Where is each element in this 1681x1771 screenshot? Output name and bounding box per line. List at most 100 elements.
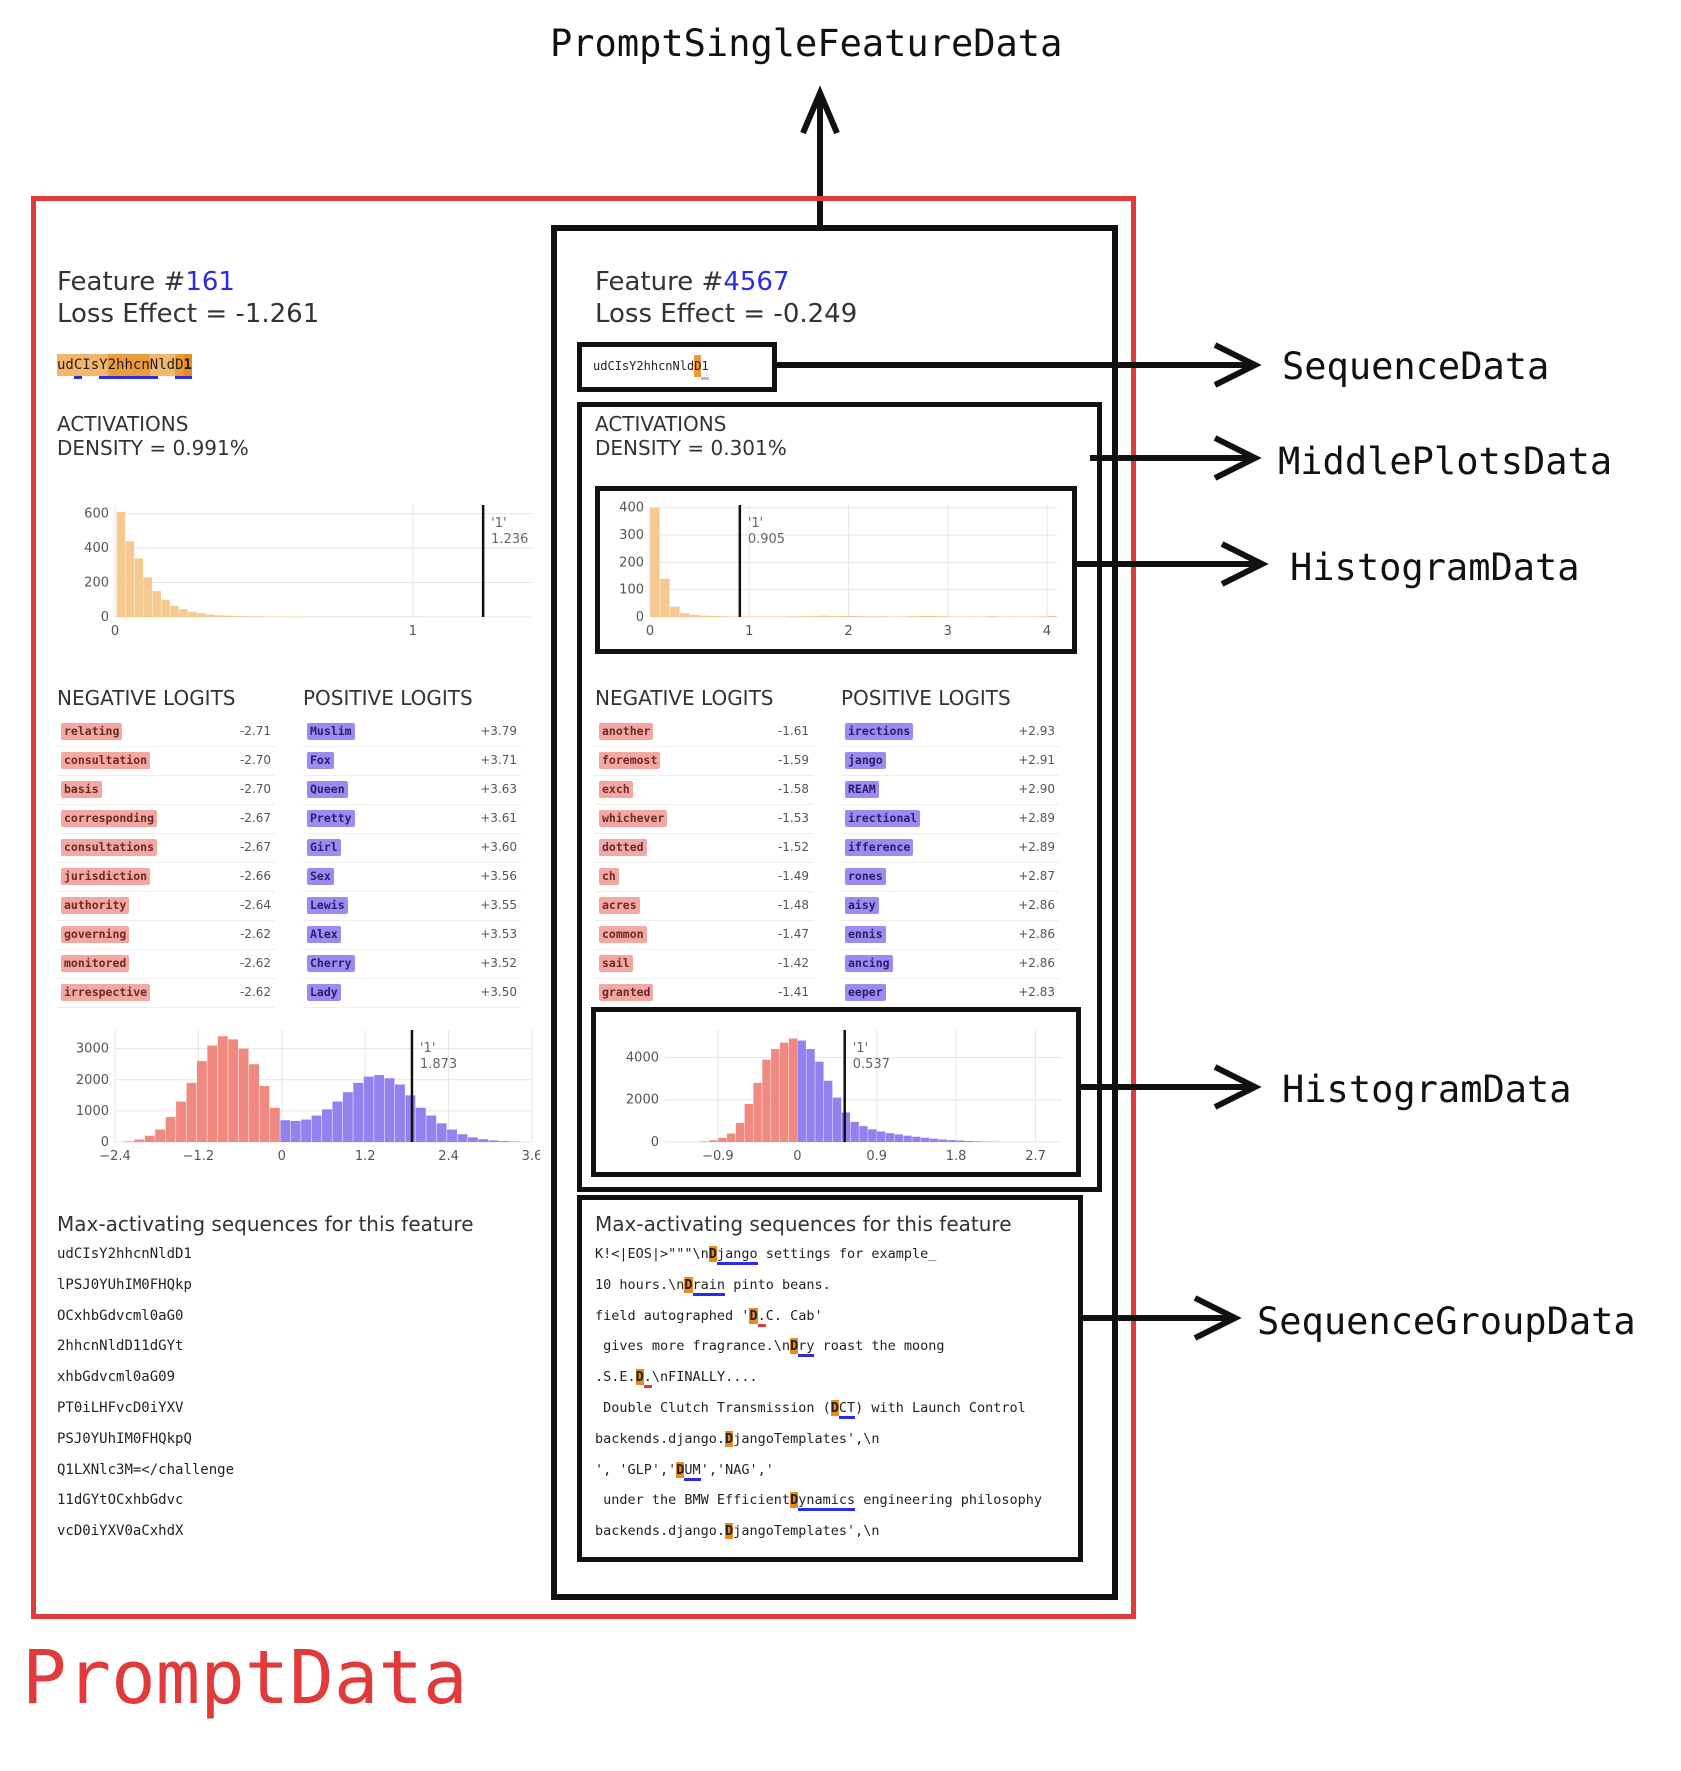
prompt-token[interactable]: l — [158, 354, 167, 376]
prompt-token[interactable]: cn — [658, 359, 673, 373]
logit-token[interactable]: Muslim — [307, 723, 355, 740]
logit-token[interactable]: Cherry — [307, 955, 355, 972]
logit-token[interactable]: another — [599, 723, 654, 740]
right-feature-number[interactable]: 4567 — [723, 267, 790, 297]
seq-active-token[interactable]: D — [708, 1246, 717, 1262]
logit-token[interactable]: consultations — [61, 839, 158, 856]
max-seq-row[interactable]: 11dGYtOCxhbGdvc — [57, 1489, 183, 1511]
max-seq-row[interactable]: field autographed 'D.C. Cab' — [595, 1305, 823, 1327]
logit-token[interactable]: ancing — [845, 955, 893, 972]
max-seq-row[interactable]: 10 hours.\nDrain pinto beans. — [595, 1274, 831, 1296]
logit-token[interactable]: REAM — [845, 781, 879, 798]
prompt-token[interactable]: ud — [593, 359, 608, 373]
prompt-token[interactable]: l — [679, 359, 687, 373]
logit-token[interactable]: foremost — [599, 752, 661, 769]
max-seq-row[interactable]: OCxhbGdvcml0aG0 — [57, 1305, 183, 1327]
logit-token[interactable]: sail — [599, 955, 633, 972]
logit-token[interactable]: aisy — [845, 897, 879, 914]
prompt-token[interactable]: I — [614, 359, 622, 373]
prompt-token[interactable]: 1 — [183, 354, 192, 379]
prompt-token[interactable]: C — [73, 354, 83, 379]
logit-token[interactable]: ifference — [845, 839, 914, 856]
prompt-token[interactable]: ud — [57, 354, 74, 376]
max-seq-row[interactable]: backends.django.DjangoTemplates',\n — [595, 1520, 880, 1542]
max-seq-row[interactable]: 2hhcnNldD11dGYt — [57, 1335, 183, 1357]
prompt-token[interactable]: C — [607, 359, 615, 373]
logit-token[interactable]: Alex — [307, 926, 341, 943]
prompt-token[interactable]: s — [90, 354, 100, 376]
seq-active-token[interactable]: D — [635, 1369, 644, 1386]
prompt-token[interactable]: D — [694, 355, 702, 377]
logit-token[interactable]: authority — [61, 897, 130, 914]
max-seq-row[interactable]: vcD0iYXV0aCxhdX — [57, 1520, 183, 1542]
prompt-token[interactable]: Y — [99, 354, 108, 379]
prompt-token[interactable]: d — [687, 359, 695, 373]
logit-token[interactable]: irections — [845, 723, 914, 740]
max-seq-row[interactable]: .S.E.D.\nFINALLY.... — [595, 1366, 758, 1389]
max-seq-row[interactable]: backends.django.DjangoTemplates',\n — [595, 1428, 880, 1450]
seq-active-token[interactable]: D — [725, 1523, 734, 1540]
prompt-token[interactable]: s — [621, 359, 630, 373]
logit-token[interactable]: ch — [599, 868, 619, 885]
prompt-token[interactable]: 2 — [636, 359, 644, 373]
logit-token[interactable]: basis — [61, 781, 102, 798]
max-seq-row[interactable]: udCIsY2hhcnNldD1 — [57, 1243, 192, 1265]
seq-active-token[interactable]: D — [684, 1276, 693, 1293]
logit-token[interactable]: Lady — [307, 984, 341, 1001]
max-seq-row[interactable]: lPSJ0YUhIM0FHQkp — [57, 1274, 192, 1296]
logit-token[interactable]: Queen — [307, 781, 348, 798]
max-seq-row[interactable]: gives more fragrance.\nDry roast the moo… — [595, 1335, 945, 1358]
logit-token[interactable]: governing — [61, 926, 130, 943]
logit-token[interactable]: monitored — [61, 955, 130, 972]
left-negative-logits: relating -2.71 consultation -2.70 basis -2.70… — [57, 718, 275, 1008]
logit-token[interactable]: Pretty — [307, 810, 355, 827]
prompt-token[interactable]: N — [672, 359, 680, 373]
prompt-token[interactable]: hh — [116, 354, 133, 379]
prompt-token[interactable]: cn — [132, 354, 150, 379]
logit-token[interactable]: exch — [599, 781, 633, 798]
prompt-token[interactable]: 1 — [701, 355, 709, 380]
logit-token[interactable]: whichever — [599, 810, 668, 827]
prompt-token[interactable]: N — [149, 354, 159, 379]
logit-token[interactable]: Fox — [307, 752, 334, 769]
logit-token[interactable]: corresponding — [61, 810, 158, 827]
max-seq-row[interactable]: xhbGdvcml0aG09 — [57, 1366, 175, 1388]
max-seq-row[interactable]: PT0iLHFvcD0iYXV — [57, 1397, 183, 1419]
max-seq-row[interactable]: K!<|EOS|>"""\nDjango settings for exampl… — [595, 1243, 936, 1265]
prompt-token[interactable]: I — [82, 354, 91, 376]
seq-active-token[interactable]: D — [830, 1400, 839, 1416]
max-seq-row[interactable]: ', 'GLP','DUM','NAG',' — [595, 1459, 774, 1481]
max-seq-token: HQ — [158, 1276, 176, 1293]
seq-active-token[interactable]: D — [790, 1492, 799, 1509]
logit-token[interactable]: Sex — [307, 868, 334, 885]
logit-token[interactable]: consultation — [61, 752, 151, 769]
logit-token[interactable]: irrespective — [61, 984, 151, 1001]
seq-active-token[interactable]: D — [676, 1461, 685, 1478]
logit-token[interactable]: ennis — [845, 926, 886, 943]
prompt-token[interactable]: D — [175, 354, 184, 379]
logit-token[interactable]: relating — [61, 723, 123, 740]
max-seq-row[interactable]: Double Clutch Transmission (DCT) with La… — [595, 1397, 1026, 1419]
max-seq-row[interactable]: PSJ0YUhIM0FHQkpQ — [57, 1428, 192, 1450]
logit-token[interactable]: Lewis — [307, 897, 348, 914]
prompt-token[interactable]: Y — [629, 359, 637, 373]
logit-token[interactable]: dotted — [599, 839, 647, 856]
seq-active-token[interactable]: D — [749, 1307, 758, 1324]
logit-token[interactable]: rones — [845, 868, 886, 885]
max-seq-row[interactable]: under the BMW EfficientDynamics engineer… — [595, 1489, 1042, 1512]
logit-token[interactable]: granted — [599, 984, 654, 1001]
max-seq-row[interactable]: Q1LXNlc3M=</challenge — [57, 1459, 234, 1481]
prompt-token[interactable]: 2 — [107, 354, 117, 379]
logit-token[interactable]: Girl — [307, 839, 341, 856]
seq-active-token[interactable]: D — [725, 1430, 734, 1447]
prompt-token[interactable]: d — [166, 354, 176, 376]
seq-active-token[interactable]: D — [790, 1338, 799, 1355]
logit-token[interactable]: eeper — [845, 984, 886, 1001]
logit-token[interactable]: acres — [599, 897, 640, 914]
logit-token[interactable]: common — [599, 926, 647, 943]
logit-token[interactable]: jurisdiction — [61, 868, 151, 885]
prompt-token[interactable]: hh — [643, 359, 659, 373]
logit-token[interactable]: jango — [845, 752, 886, 769]
left-feature-number[interactable]: 161 — [185, 267, 235, 297]
logit-token[interactable]: irectional — [845, 810, 921, 827]
